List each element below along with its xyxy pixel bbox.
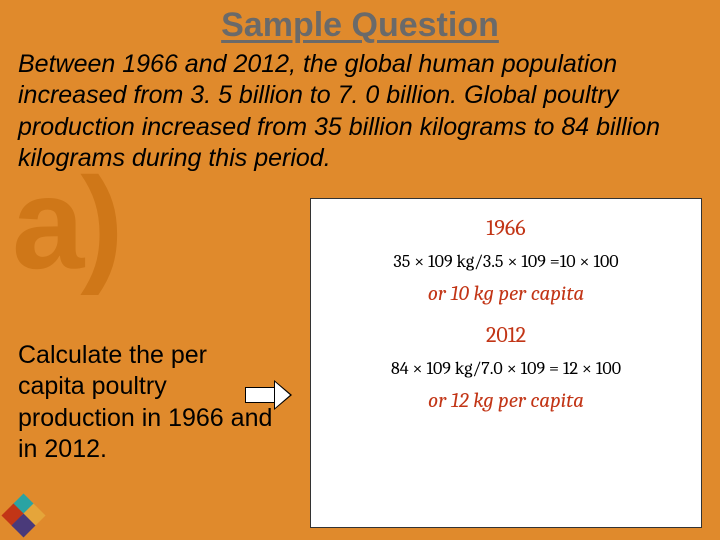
solution-answer-2: or 12 kg per capita <box>319 389 693 413</box>
solution-year-2: 2012 <box>319 322 693 348</box>
eq2-lhs: 84 × 109 kg/7.0 × 109 <box>391 358 545 379</box>
solution-equation-1: 35 × 109 kg/3.5 × 109 =10 × 100 <box>319 251 693 272</box>
subquestion-text: Calculate the per capita poultry product… <box>18 340 278 465</box>
arrow-icon <box>245 380 295 410</box>
solution-answer-1: or 10 kg per capita <box>319 282 693 306</box>
solution-panel: 1966 35 × 109 kg/3.5 × 109 =10 × 100 or … <box>310 198 702 528</box>
eq1-lhs: 35 × 109 kg/3.5 × 109 <box>393 251 545 272</box>
slide-title: Sample Question <box>0 0 720 45</box>
part-label-watermark: a) <box>12 158 120 288</box>
eq2-rhs: = 12 × 100 <box>549 358 621 379</box>
eq1-rhs: =10 × 100 <box>550 251 619 272</box>
solution-equation-2: 84 × 109 kg/7.0 × 109 = 12 × 100 <box>319 358 693 379</box>
logo-icon <box>6 498 42 534</box>
solution-year-1: 1966 <box>319 215 693 241</box>
